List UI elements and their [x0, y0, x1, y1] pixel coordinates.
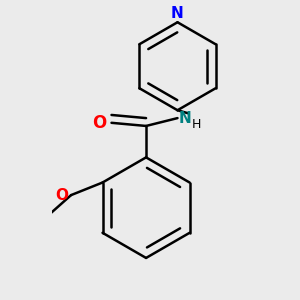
- Text: N: N: [179, 111, 192, 126]
- Text: N: N: [171, 6, 184, 21]
- Text: O: O: [92, 114, 107, 132]
- Text: H: H: [192, 118, 201, 131]
- Text: O: O: [55, 188, 68, 202]
